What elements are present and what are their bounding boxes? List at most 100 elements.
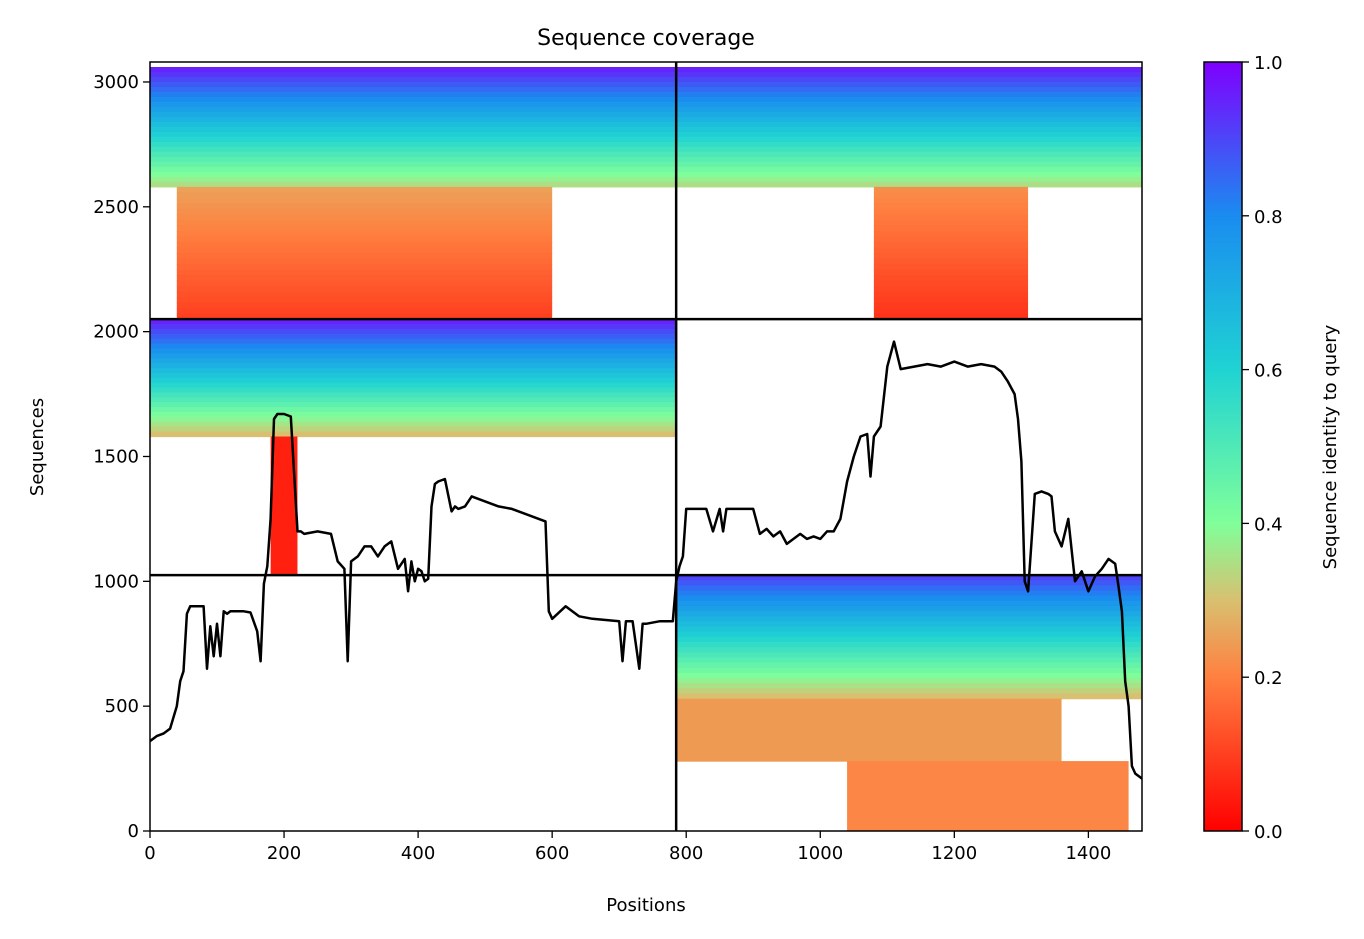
coverage-band — [873, 241, 1029, 249]
coverage-band — [873, 253, 1029, 260]
colorbar-ticks: 0.0 0.2 0.4 0.6 0.8 1.0 — [1242, 53, 1283, 843]
y-tick-label: 2000 — [93, 322, 139, 343]
colorbar-tick-label: 0.8 — [1254, 207, 1283, 228]
colorbar-tick-label: 0.2 — [1254, 668, 1283, 689]
coverage-band — [150, 416, 677, 423]
coverage-band — [873, 275, 1029, 282]
coverage-band — [150, 121, 677, 128]
coverage-band — [676, 101, 1142, 108]
coverage-band — [150, 333, 677, 340]
coverage-band — [176, 313, 553, 320]
coverage-band — [176, 225, 553, 232]
coverage-band — [150, 76, 677, 83]
coverage-band — [873, 203, 1029, 210]
coverage-band — [676, 141, 1142, 148]
coverage-band — [676, 672, 1142, 679]
coverage-band — [176, 291, 553, 298]
coverage-band — [873, 313, 1029, 320]
coverage-band — [676, 116, 1142, 123]
coverage-band — [676, 86, 1142, 93]
x-tick-label: 200 — [267, 843, 301, 864]
coverage-band — [150, 348, 677, 354]
coverage-band — [676, 71, 1142, 78]
coverage-band — [150, 176, 677, 183]
coverage-band — [150, 111, 677, 118]
coverage-band — [150, 412, 677, 418]
coverage-line — [150, 340, 1142, 780]
coverage-band — [873, 247, 1029, 254]
coverage-band — [873, 236, 1029, 243]
coverage-band — [150, 106, 677, 113]
coverage-band — [150, 343, 677, 350]
coverage-block — [873, 186, 1029, 320]
coverage-band — [676, 181, 1142, 188]
coverage-band — [676, 611, 1142, 617]
x-tick-label: 1000 — [797, 843, 843, 864]
coverage-band — [176, 258, 553, 265]
coverage-band — [176, 219, 553, 227]
coverage-band — [676, 616, 1142, 623]
y-tick-label: 0 — [128, 821, 139, 842]
coverage-band — [676, 171, 1142, 178]
x-tick-label: 0 — [144, 843, 155, 864]
coverage-band — [150, 141, 677, 148]
coverage-band — [873, 264, 1029, 271]
coverage-band — [150, 161, 677, 168]
coverage-band — [150, 116, 677, 123]
coverage-band — [873, 219, 1029, 227]
coverage-band — [150, 387, 677, 394]
coverage-band — [676, 642, 1142, 648]
coverage-band — [176, 241, 553, 249]
coverage-band — [150, 363, 677, 369]
coverage-band — [176, 280, 553, 287]
coverage-band — [676, 76, 1142, 83]
coverage-band — [676, 698, 1062, 762]
coverage-band — [150, 101, 677, 108]
coverage-band — [676, 121, 1142, 128]
coverage-band — [150, 91, 677, 98]
coverage-band — [873, 186, 1029, 193]
coverage-band — [676, 161, 1142, 168]
coverage-band — [676, 580, 1142, 586]
coverage-band — [676, 662, 1142, 669]
coverage-band — [676, 683, 1142, 689]
coverage-band — [176, 230, 553, 238]
coverage-band — [150, 328, 677, 335]
coverage-band — [150, 426, 677, 433]
coverage-band — [676, 146, 1142, 153]
coverage-band — [676, 657, 1142, 664]
x-tick-label: 1400 — [1065, 843, 1111, 864]
coverage-band — [676, 66, 1142, 73]
coverage-band — [676, 585, 1142, 592]
coverage-band — [150, 181, 677, 188]
coverage-band — [873, 286, 1029, 293]
coverage-band — [676, 106, 1142, 113]
coverage-band — [150, 421, 677, 428]
coverage-band — [176, 214, 553, 221]
colorbar-tick-label: 0.0 — [1254, 822, 1283, 843]
coverage-band — [150, 151, 677, 158]
colorbar-tick-label: 0.6 — [1254, 361, 1283, 382]
coverage-band — [150, 431, 677, 438]
coverage-band — [176, 247, 553, 254]
y-tick-label: 1000 — [93, 571, 139, 592]
coverage-band — [176, 275, 553, 282]
coverage-band — [676, 600, 1142, 607]
coverage-band — [676, 111, 1142, 118]
coverage-band — [873, 302, 1029, 309]
colorbar-tick-label: 1.0 — [1254, 53, 1283, 74]
y-tick-label: 2500 — [93, 197, 139, 218]
coverage-band — [176, 197, 553, 204]
coverage-band — [676, 166, 1142, 173]
coverage-block — [176, 186, 553, 320]
coverage-band — [873, 269, 1029, 276]
coverage-band — [150, 96, 677, 103]
x-tick-label: 600 — [535, 843, 569, 864]
coverage-band — [176, 286, 553, 293]
coverage-band — [150, 382, 677, 389]
coverage-band — [150, 338, 677, 345]
coverage-band — [150, 86, 677, 93]
coverage-blocks — [150, 66, 1142, 831]
coverage-band — [676, 575, 1142, 581]
